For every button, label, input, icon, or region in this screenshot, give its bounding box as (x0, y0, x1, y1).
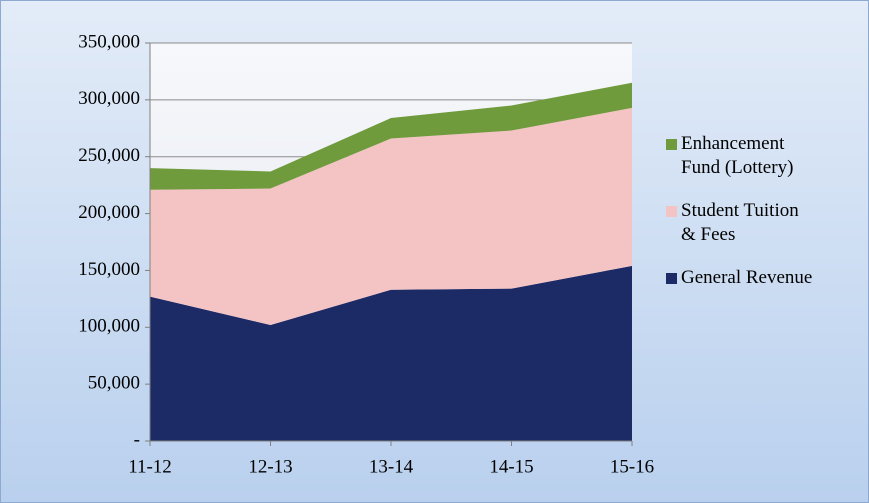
area (150, 82, 632, 190)
y-tick-label: 100,000 (78, 316, 140, 337)
area (150, 265, 632, 441)
legend-label: Enhancement Fund (Lottery) (681, 133, 794, 178)
x-tick-label: 11-12 (128, 456, 172, 477)
area (150, 107, 632, 326)
legend-swatch (666, 139, 677, 150)
legend-swatch (666, 206, 677, 217)
y-tick-label: 150,000 (78, 259, 140, 280)
legend-entry: Student Tuition & Fees (664, 199, 844, 247)
x-tick-label: 12-13 (248, 456, 292, 477)
legend-swatch (666, 273, 677, 284)
legend-label: Student Tuition & Fees (681, 200, 799, 245)
legend: Enhancement Fund (Lottery) Student Tuitio… (664, 132, 844, 309)
x-tick-label: 15-16 (610, 456, 654, 477)
y-tick-label: 200,000 (78, 202, 140, 223)
legend-label: General Revenue (681, 267, 813, 288)
x-tick-label: 13-14 (369, 456, 414, 477)
x-tick-label: 14-15 (489, 456, 533, 477)
legend-entry: General Revenue (664, 266, 844, 290)
legend-entry: Enhancement Fund (Lottery) (664, 132, 844, 180)
y-tick-label: 250,000 (78, 145, 140, 166)
y-tick-label: 50,000 (88, 373, 140, 394)
y-tick-label: - (134, 429, 140, 450)
y-tick-label: 350,000 (78, 31, 140, 52)
y-tick-label: 300,000 (78, 88, 140, 109)
